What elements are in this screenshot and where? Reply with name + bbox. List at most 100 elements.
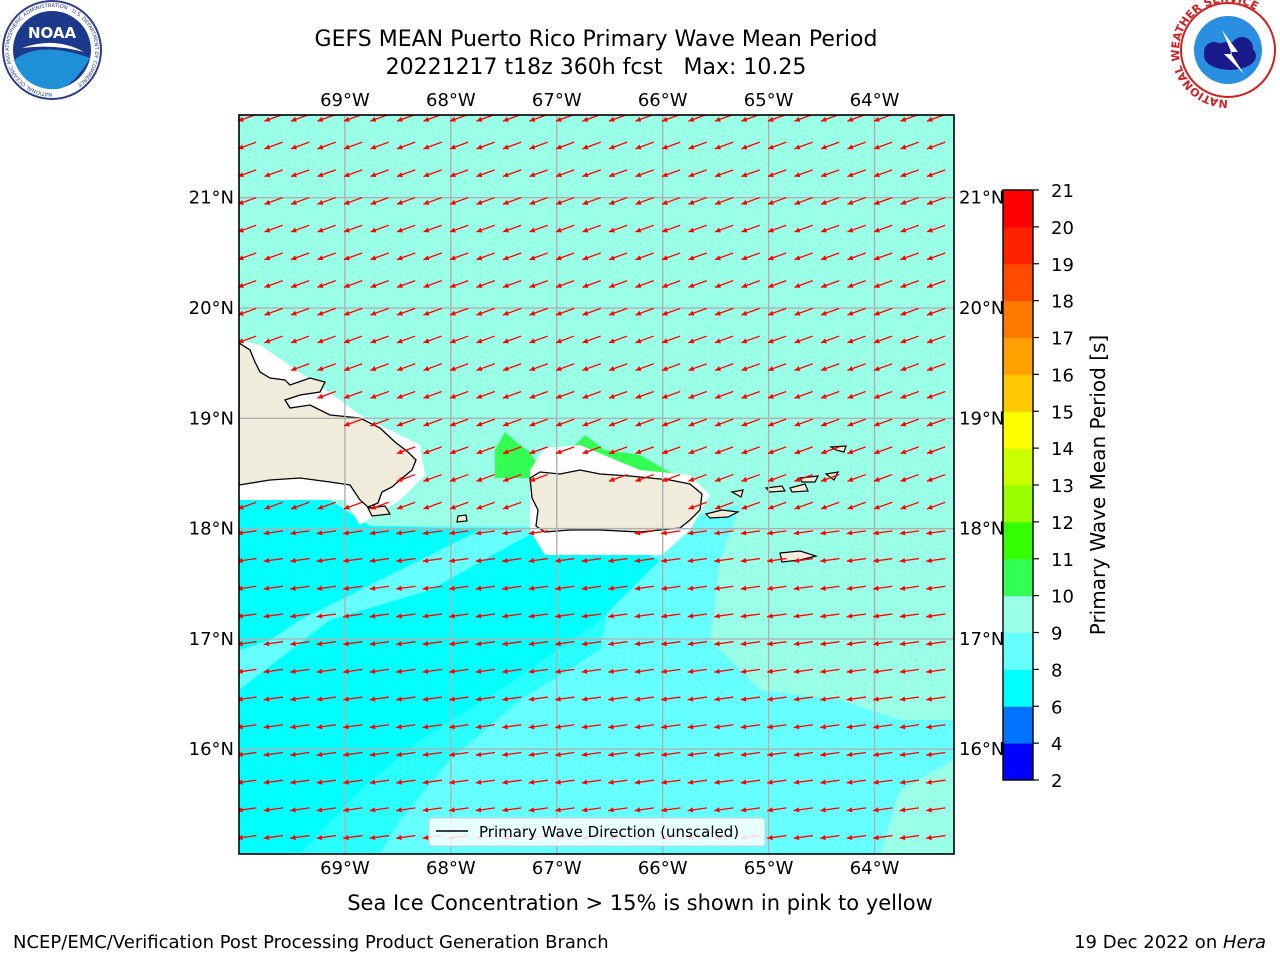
wave-vector-head <box>793 641 800 647</box>
wave-vector-head <box>529 255 536 261</box>
wave-vector-head <box>688 476 695 482</box>
wave-vector-head <box>820 449 827 455</box>
lat-tick-label-right: 20°N <box>959 298 1004 319</box>
wave-vector-head <box>714 668 720 674</box>
wave-vector-head <box>873 310 880 316</box>
wave-vector-head <box>926 724 932 730</box>
wave-vector-head <box>290 366 297 372</box>
wave-vector-head <box>396 724 402 730</box>
wave-vector-head <box>476 476 483 482</box>
wave-vector-head <box>396 504 403 510</box>
lon-tick-label-top: 65°W <box>744 90 794 111</box>
wave-vector-head <box>370 310 377 316</box>
wave-vector-head <box>635 144 642 150</box>
wave-vector-head <box>264 310 271 316</box>
wave-vector-head <box>476 172 483 178</box>
wave-vector-head <box>529 172 536 178</box>
wave-vector-head <box>900 199 907 205</box>
wave-vector-head <box>926 310 933 316</box>
colorbar-segment <box>1003 300 1033 338</box>
wave-vector-head <box>529 338 536 344</box>
wave-vector-head <box>396 834 402 841</box>
wave-vector-head <box>264 338 271 344</box>
wave-vector-head <box>793 557 800 564</box>
wave-vector-head <box>369 585 376 591</box>
wave-vector-head <box>528 751 535 758</box>
colorbar-tick-label: 15 <box>1051 402 1074 423</box>
wave-vector-head <box>899 807 906 813</box>
wave-vector-head <box>741 283 748 288</box>
wave-vector-head <box>317 338 324 344</box>
wave-vector-head <box>263 668 270 674</box>
wave-vector-head <box>555 585 561 591</box>
wave-vector-head <box>661 366 668 372</box>
colorbar-segment <box>1003 595 1033 633</box>
wave-vector-head <box>635 310 642 316</box>
wave-vector-head <box>661 144 668 150</box>
wave-vector-head <box>502 641 508 647</box>
wave-vector-head <box>714 310 721 316</box>
wave-vector-head <box>581 751 588 758</box>
wave-vector-head <box>794 449 801 455</box>
wave-vector-head <box>502 557 508 564</box>
wave-vector-head <box>794 310 801 316</box>
wave-vector-head <box>873 393 880 399</box>
wave-vector-head <box>688 172 695 178</box>
wave-vector-head <box>846 696 853 702</box>
wave-vector-head <box>264 144 271 150</box>
wave-vector-head <box>529 199 536 205</box>
wave-vector-head <box>688 449 695 455</box>
wave-vector-head <box>529 476 536 482</box>
wave-vector-head <box>555 613 561 619</box>
wave-vector-head <box>317 199 324 205</box>
wave-vector-head <box>608 613 614 619</box>
wave-vector-head <box>555 255 562 261</box>
wave-vector-head <box>449 779 455 785</box>
wave-vector-head <box>263 641 270 647</box>
wave-vector-head <box>661 641 667 647</box>
wave-vector-head <box>899 641 906 647</box>
wave-vector-head <box>661 393 668 399</box>
wave-vector-head <box>555 366 562 372</box>
wave-vector-head <box>661 613 667 619</box>
wave-vector-head <box>555 227 562 233</box>
wave-vector-head <box>926 751 932 758</box>
wave-vector-head <box>767 421 774 427</box>
wave-vector-head <box>714 807 720 813</box>
wave-vector-head <box>793 668 800 674</box>
lon-tick-label-bottom: 66°W <box>638 858 688 879</box>
wave-vector-head <box>740 613 747 619</box>
wave-vector-head <box>449 696 455 702</box>
wave-vector-head <box>608 476 615 482</box>
wave-vector-head <box>555 668 561 674</box>
wave-vector-head <box>767 338 774 344</box>
wave-vector-head <box>608 227 615 233</box>
wave-vector-head <box>900 144 907 150</box>
wave-vector-head <box>449 613 455 619</box>
wave-vector-head <box>873 779 879 785</box>
wave-vector-head <box>449 476 456 482</box>
wave-vector-head <box>317 366 324 372</box>
wave-vector-head <box>555 338 562 344</box>
wave-vector-head <box>263 696 270 702</box>
wave-vector-head <box>581 696 588 702</box>
wave-vector-head <box>263 807 270 813</box>
wave-vector-head <box>767 751 773 758</box>
wave-vector-head <box>502 421 509 427</box>
wave-vector-head <box>740 585 747 591</box>
wave-vector-head <box>714 724 720 730</box>
wave-vector-head <box>635 255 642 261</box>
colorbar: 2 4 6 8 9 10 11 12 13 14 15 16 17 18 19 20 21 <box>1002 181 1074 792</box>
wave-vector-head <box>661 172 668 178</box>
wave-vector-head <box>370 172 377 178</box>
wave-vector-head <box>846 751 853 758</box>
wave-vector-head <box>555 144 562 150</box>
lat-tick-label-left: 17°N <box>189 629 234 650</box>
wave-vector-head <box>582 449 589 455</box>
wave-vector-head <box>239 751 243 758</box>
wave-vector-head <box>767 668 773 674</box>
wave-vector-head <box>635 283 642 288</box>
wave-vector-head <box>608 144 615 150</box>
wave-vector-head <box>793 585 800 591</box>
wave-vector-head <box>476 393 483 399</box>
